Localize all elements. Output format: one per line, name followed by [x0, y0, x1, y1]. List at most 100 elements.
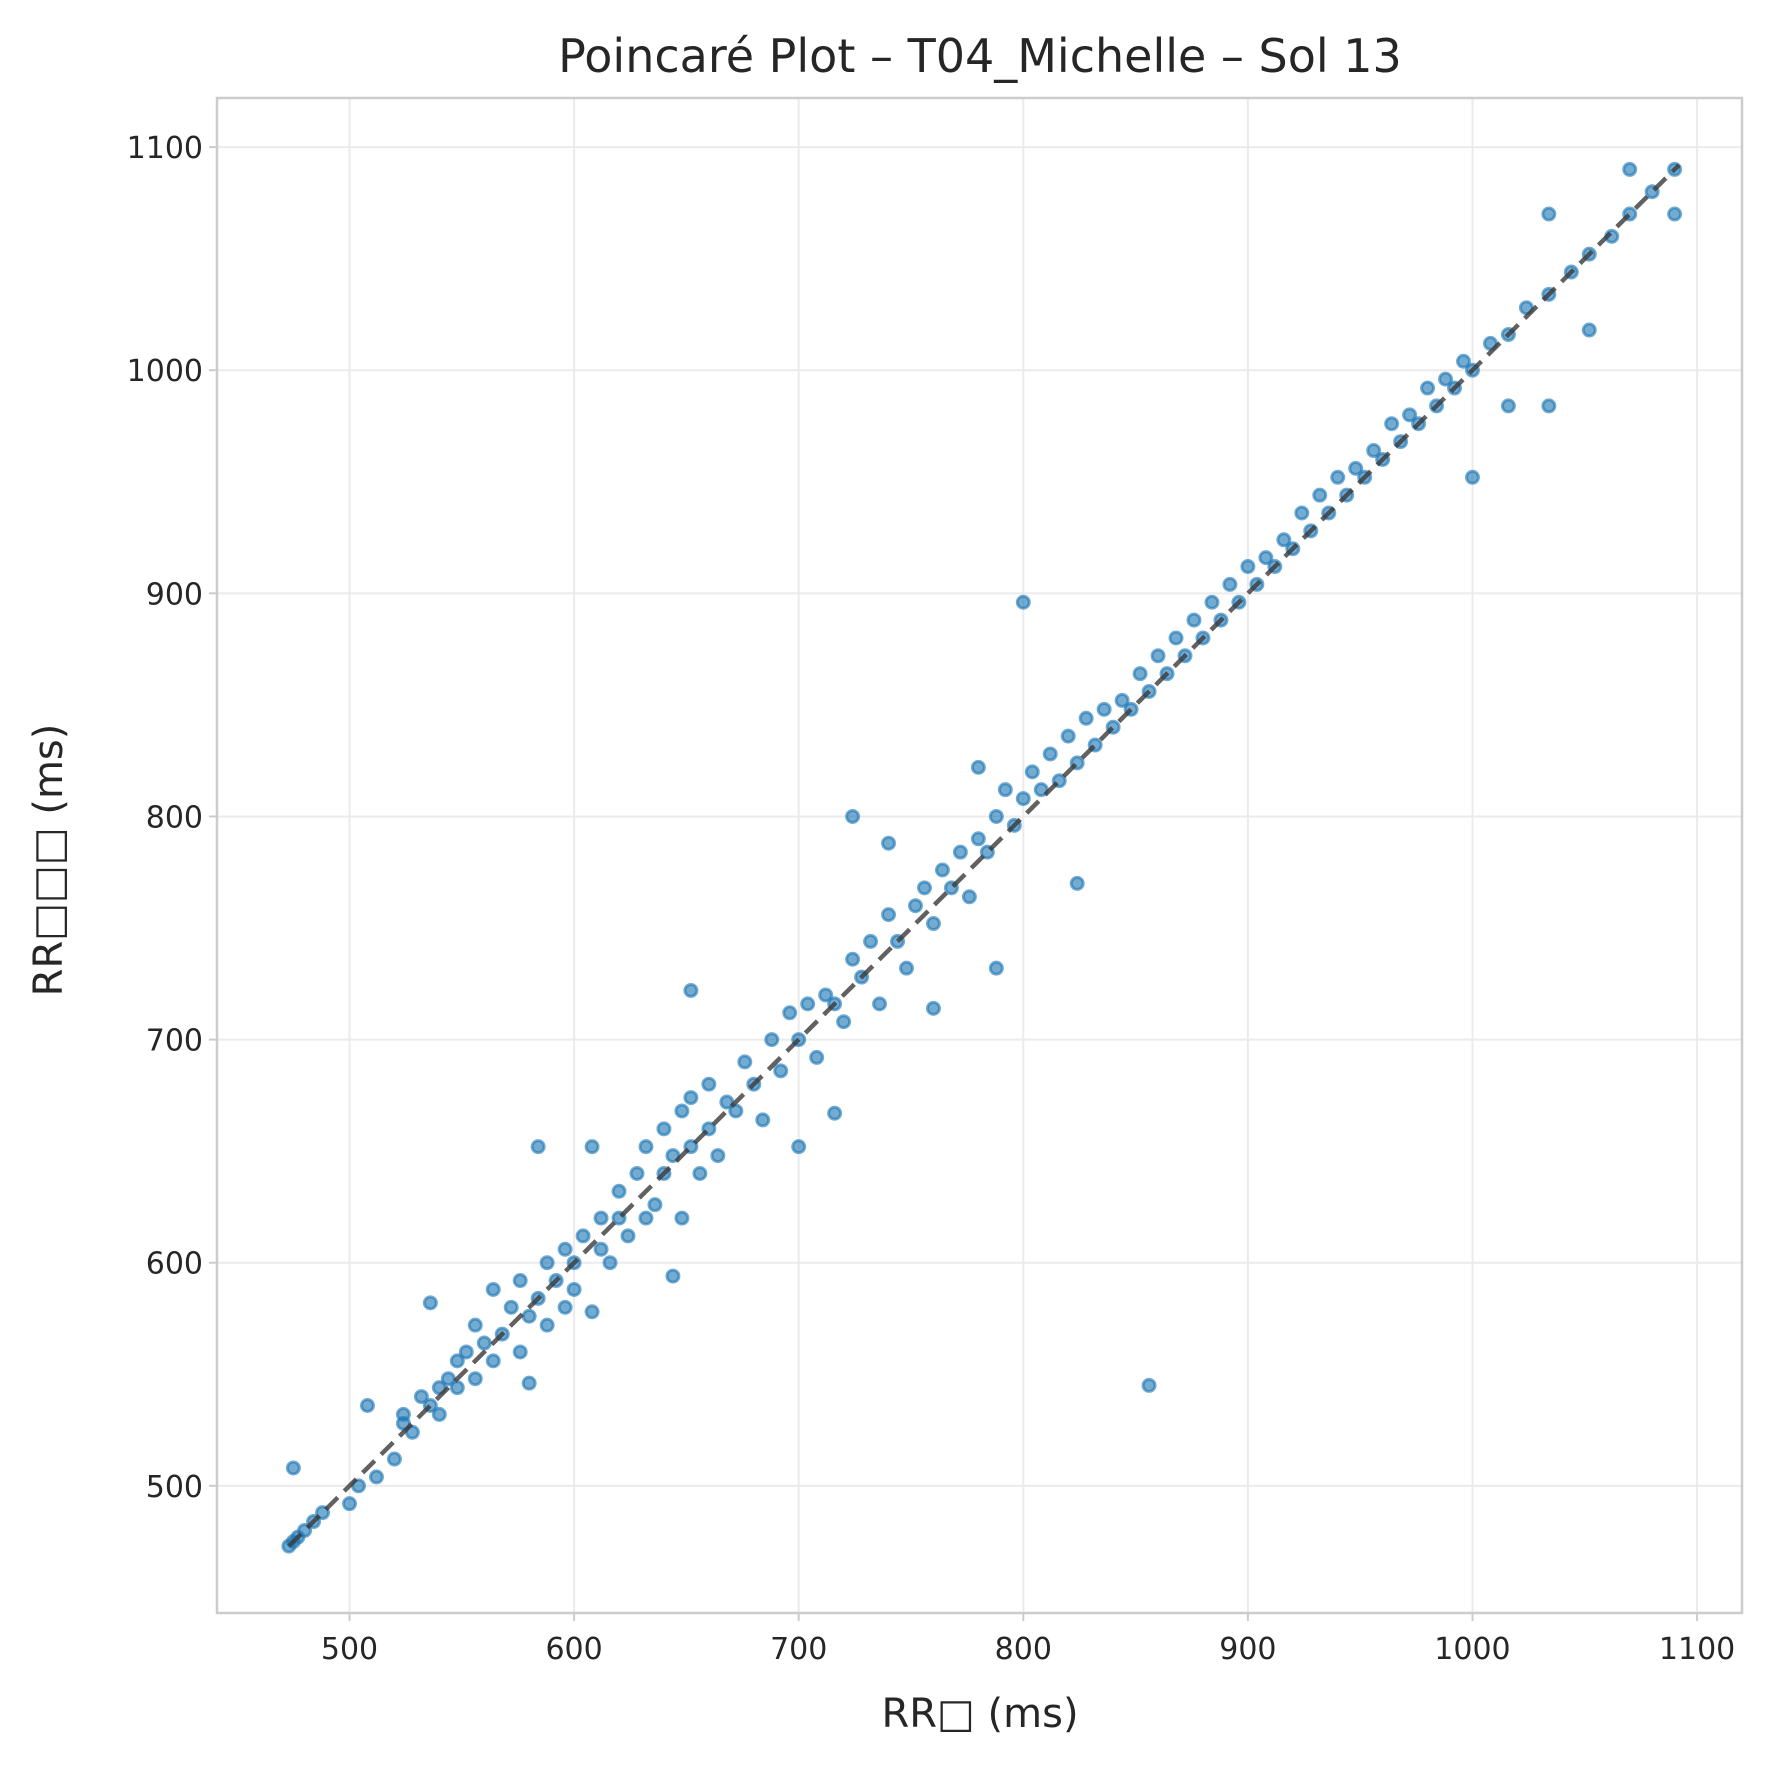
- data-point: [584, 1304, 600, 1320]
- y-tick-label: 700: [146, 1024, 203, 1059]
- plot-frame: [215, 96, 1744, 1615]
- data-point: [342, 1496, 358, 1512]
- data-point: [467, 1317, 483, 1333]
- data-point: [368, 1469, 384, 1485]
- data-point: [1150, 648, 1166, 664]
- data-point: [1078, 710, 1094, 726]
- data-point: [593, 1241, 609, 1257]
- data-point: [1384, 416, 1400, 432]
- data-point: [961, 889, 977, 905]
- data-point: [1015, 791, 1031, 807]
- data-point: [1456, 353, 1472, 369]
- data-point: [1541, 398, 1557, 414]
- x-axis-label: RR□ (ms): [881, 1691, 1078, 1737]
- data-point: [1581, 322, 1597, 338]
- data-point: [881, 835, 897, 851]
- data-point: [503, 1299, 519, 1315]
- y-tick-label: 600: [146, 1247, 203, 1282]
- data-point: [431, 1406, 447, 1422]
- identity-line: [287, 163, 1681, 1548]
- x-tick-label: 800: [995, 1632, 1052, 1667]
- data-point: [728, 1103, 744, 1119]
- data-point: [997, 782, 1013, 798]
- data-point: [386, 1451, 402, 1467]
- chart-title: Poincaré Plot – T04_Michelle – Sol 13: [558, 29, 1402, 83]
- data-point: [836, 1014, 852, 1030]
- data-point: [1042, 746, 1058, 762]
- data-point: [988, 808, 1004, 824]
- data-point: [285, 1460, 301, 1476]
- data-point: [1464, 469, 1480, 485]
- data-point: [359, 1397, 375, 1413]
- data-point: [800, 996, 816, 1012]
- data-point: [1294, 505, 1310, 521]
- data-point: [1240, 559, 1256, 575]
- data-point: [1420, 380, 1436, 396]
- data-point: [925, 1000, 941, 1016]
- data-point: [863, 933, 879, 949]
- data-point: [845, 808, 861, 824]
- data-point: [530, 1139, 546, 1155]
- data-point: [1541, 206, 1557, 222]
- x-tick-label: 500: [321, 1632, 378, 1667]
- data-point: [485, 1281, 501, 1297]
- data-point: [638, 1139, 654, 1155]
- data-point: [1366, 443, 1382, 459]
- data-point: [1222, 576, 1238, 592]
- data-point: [674, 1103, 690, 1119]
- data-point: [818, 987, 834, 1003]
- data-point: [1276, 532, 1292, 548]
- data-point: [315, 1505, 331, 1521]
- y-tick-label: 800: [146, 800, 203, 835]
- data-point: [683, 982, 699, 998]
- y-tick-label: 900: [146, 577, 203, 612]
- data-point: [881, 907, 897, 923]
- data-point: [674, 1210, 690, 1226]
- data-point: [701, 1076, 717, 1092]
- data-point: [602, 1255, 618, 1271]
- data-point: [1348, 460, 1364, 476]
- data-point: [1438, 371, 1454, 387]
- data-point: [539, 1255, 555, 1271]
- data-point: [1132, 666, 1148, 682]
- y-tick-label: 1000: [127, 354, 203, 389]
- data-point: [512, 1273, 528, 1289]
- data-point: [638, 1210, 654, 1226]
- data-point: [566, 1281, 582, 1297]
- data-point: [449, 1380, 465, 1396]
- data-point: [1015, 594, 1031, 610]
- data-point: [521, 1308, 537, 1324]
- data-point: [1168, 630, 1184, 646]
- data-point: [467, 1371, 483, 1387]
- data-point: [485, 1353, 501, 1369]
- data-point: [665, 1268, 681, 1284]
- data-point: [629, 1165, 645, 1181]
- data-point: [934, 862, 950, 878]
- data-point: [827, 1105, 843, 1121]
- data-point: [647, 1197, 663, 1213]
- x-tick-label: 1000: [1434, 1632, 1510, 1667]
- data-point: [916, 880, 932, 896]
- data-point: [512, 1344, 528, 1360]
- data-point: [764, 1032, 780, 1048]
- x-tick-label: 900: [1219, 1632, 1276, 1667]
- y-tick-label: 500: [146, 1470, 203, 1505]
- data-point: [907, 898, 923, 914]
- data-point: [845, 951, 861, 967]
- data-point: [773, 1063, 789, 1079]
- data-point: [413, 1389, 429, 1405]
- data-point: [1024, 764, 1040, 780]
- data-point: [755, 1112, 771, 1128]
- axis-ticks: 500 600 700 800 900 1000 1100 500 600 700 800 900 10…: [127, 131, 1736, 1667]
- data-point: [611, 1183, 627, 1199]
- data-point: [1060, 728, 1076, 744]
- data-point: [952, 844, 968, 860]
- data-point: [1141, 1377, 1157, 1393]
- data-point: [683, 1090, 699, 1106]
- data-point: [584, 1139, 600, 1155]
- data-point: [539, 1317, 555, 1333]
- x-tick-label: 1100: [1659, 1632, 1735, 1667]
- data-point: [791, 1139, 807, 1155]
- data-point: [710, 1148, 726, 1164]
